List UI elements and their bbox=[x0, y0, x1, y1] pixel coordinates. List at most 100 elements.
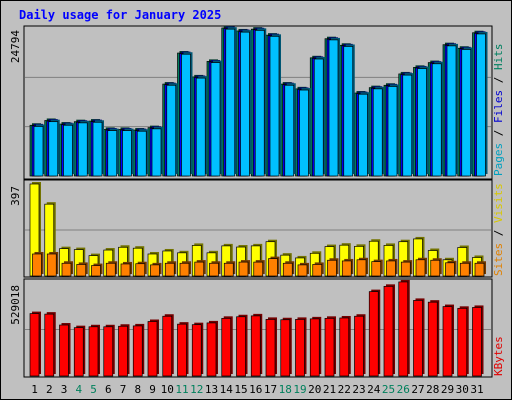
kbytes-kbytes-bar bbox=[88, 326, 99, 377]
chart-marks: 24794 Pages / Files / Hits 397 Sites / Visi… bbox=[9, 25, 505, 396]
sites_visits-sites-bar bbox=[386, 260, 396, 277]
kbytes-legend-entry: KBytes bbox=[492, 336, 505, 376]
kbytes-kbytes-bar bbox=[73, 327, 84, 377]
hits-pages-bar bbox=[136, 130, 147, 177]
hits-legend-entry: / bbox=[492, 70, 505, 90]
x-tick-label: 18 bbox=[279, 383, 292, 396]
x-tick-label: 30 bbox=[456, 383, 469, 396]
sites_visits-sites-bar bbox=[179, 262, 190, 277]
kbytes-kbytes-bar bbox=[132, 325, 143, 377]
kbytes-kbytes-bar bbox=[442, 306, 453, 377]
hits-pages-bar bbox=[476, 33, 486, 177]
hits-legend: Pages / Files / Hits bbox=[492, 44, 505, 177]
kbytes-kbytes-bar bbox=[354, 315, 364, 377]
sites_visits-sites-bar bbox=[356, 259, 367, 277]
x-tick-label: 19 bbox=[293, 383, 306, 396]
kbytes-kbytes-bar bbox=[339, 317, 350, 377]
hits-pages-bar bbox=[313, 58, 324, 177]
kbytes-kbytes-bar bbox=[177, 323, 187, 377]
sites_visits-sites-bar bbox=[371, 261, 382, 277]
sites_visits-sites-bar bbox=[253, 261, 264, 277]
kbytes-kbytes-bar bbox=[427, 301, 438, 377]
kbytes-kbytes-bar bbox=[368, 291, 379, 377]
sites_visits-sites-bar bbox=[327, 259, 337, 277]
hits-pages-bar bbox=[210, 62, 221, 177]
kbytes-kbytes-bar bbox=[118, 325, 128, 377]
sites_visits-sites-bar bbox=[135, 263, 146, 277]
hits-legend-entry: Pages bbox=[492, 143, 505, 176]
sites_visits-sites-bar bbox=[445, 262, 455, 277]
sites_visits-sites-bar bbox=[268, 258, 278, 277]
x-tick-label: 27 bbox=[411, 383, 424, 396]
x-tick-label: 12 bbox=[190, 383, 203, 396]
hits-pages-bar bbox=[122, 130, 132, 177]
chart-title: Daily usage for January 2025 bbox=[19, 8, 221, 22]
sites_visits-sites-bar bbox=[312, 264, 323, 277]
hits-pages-bar bbox=[63, 124, 73, 177]
sites_visits-sites-bar bbox=[46, 253, 57, 277]
x-tick-label: 8 bbox=[134, 383, 141, 396]
sites_visits-sites-bar bbox=[32, 253, 42, 277]
kbytes-kbytes-bar bbox=[309, 318, 320, 377]
kbytes-kbytes-bar bbox=[191, 324, 202, 377]
hits-pages-bar bbox=[181, 53, 191, 177]
sites_visits-sites-bar bbox=[76, 264, 87, 277]
hits-pages-bar bbox=[269, 35, 280, 177]
hits-pages-bar bbox=[240, 31, 250, 177]
hits-pages-bar bbox=[284, 84, 295, 177]
sites_visits-sites-bar bbox=[194, 261, 205, 277]
hits-pages-bar bbox=[77, 122, 88, 177]
kbytes-kbytes-bar bbox=[324, 317, 335, 377]
sites_visits-sites-bar bbox=[341, 260, 352, 277]
x-tick-label: 7 bbox=[120, 383, 127, 396]
x-tick-label: 20 bbox=[308, 383, 321, 396]
hits-pages-bar bbox=[254, 30, 265, 177]
sites_visits-legend-entry: Visits bbox=[492, 183, 505, 223]
kbytes-kbytes-bar bbox=[59, 324, 69, 377]
kbytes-kbytes-bar bbox=[383, 285, 394, 377]
hits-pages-bar bbox=[417, 68, 427, 177]
hits-legend-entry: Hits bbox=[492, 44, 505, 71]
x-tick-label: 1 bbox=[31, 383, 38, 396]
x-tick-label: 22 bbox=[338, 383, 351, 396]
x-tick-label: 10 bbox=[161, 383, 174, 396]
kbytes-kbytes-bar bbox=[250, 315, 261, 377]
hits-pages-bar bbox=[33, 126, 44, 177]
kbytes-kbytes-bar bbox=[398, 281, 409, 377]
x-tick-label: 16 bbox=[249, 383, 262, 396]
hits-ymax-label: 24794 bbox=[9, 30, 22, 63]
sites_visits-sites-bar bbox=[297, 264, 308, 277]
sites_visits-sites-bar bbox=[238, 261, 249, 277]
x-tick-label: 15 bbox=[234, 383, 247, 396]
hits-pages-bar bbox=[461, 49, 472, 177]
sites_visits-sites-bar bbox=[400, 261, 411, 277]
kbytes-kbytes-bar bbox=[236, 316, 246, 377]
sites_visits-legend-entry: / bbox=[492, 223, 505, 243]
kbytes-kbytes-bar bbox=[295, 319, 305, 377]
x-tick-label: 2 bbox=[46, 383, 53, 396]
x-tick-label: 28 bbox=[426, 383, 439, 396]
sites_visits-sites-bar bbox=[415, 259, 426, 277]
kbytes-kbytes-bar bbox=[206, 322, 217, 377]
x-tick-label: 5 bbox=[90, 383, 97, 396]
sites_visits-legend: Sites / Visits bbox=[492, 183, 505, 276]
sites_visits-sites-bar bbox=[459, 262, 470, 277]
hits-pages-bar bbox=[299, 89, 309, 177]
hits-pages-bar bbox=[195, 77, 206, 177]
hits-legend-entry: Files bbox=[492, 90, 505, 123]
sites_visits-sites-bar bbox=[61, 262, 72, 277]
sites_visits-sites-bar bbox=[120, 263, 131, 277]
sites_visits-ymax-label: 397 bbox=[9, 186, 22, 206]
hits-pages-bar bbox=[372, 88, 383, 177]
kbytes-kbytes-bar bbox=[44, 313, 55, 377]
sites_visits-sites-bar bbox=[209, 262, 219, 277]
x-tick-label: 21 bbox=[323, 383, 336, 396]
hits-pages-bar bbox=[225, 28, 236, 177]
x-tick-label: 31 bbox=[470, 383, 483, 396]
hits-pages-bar bbox=[328, 39, 339, 177]
sites_visits-sites-bar bbox=[430, 259, 441, 277]
x-tick-label: 29 bbox=[441, 383, 454, 396]
hits-pages-bar bbox=[151, 128, 162, 177]
hits-pages-bar bbox=[343, 46, 354, 177]
